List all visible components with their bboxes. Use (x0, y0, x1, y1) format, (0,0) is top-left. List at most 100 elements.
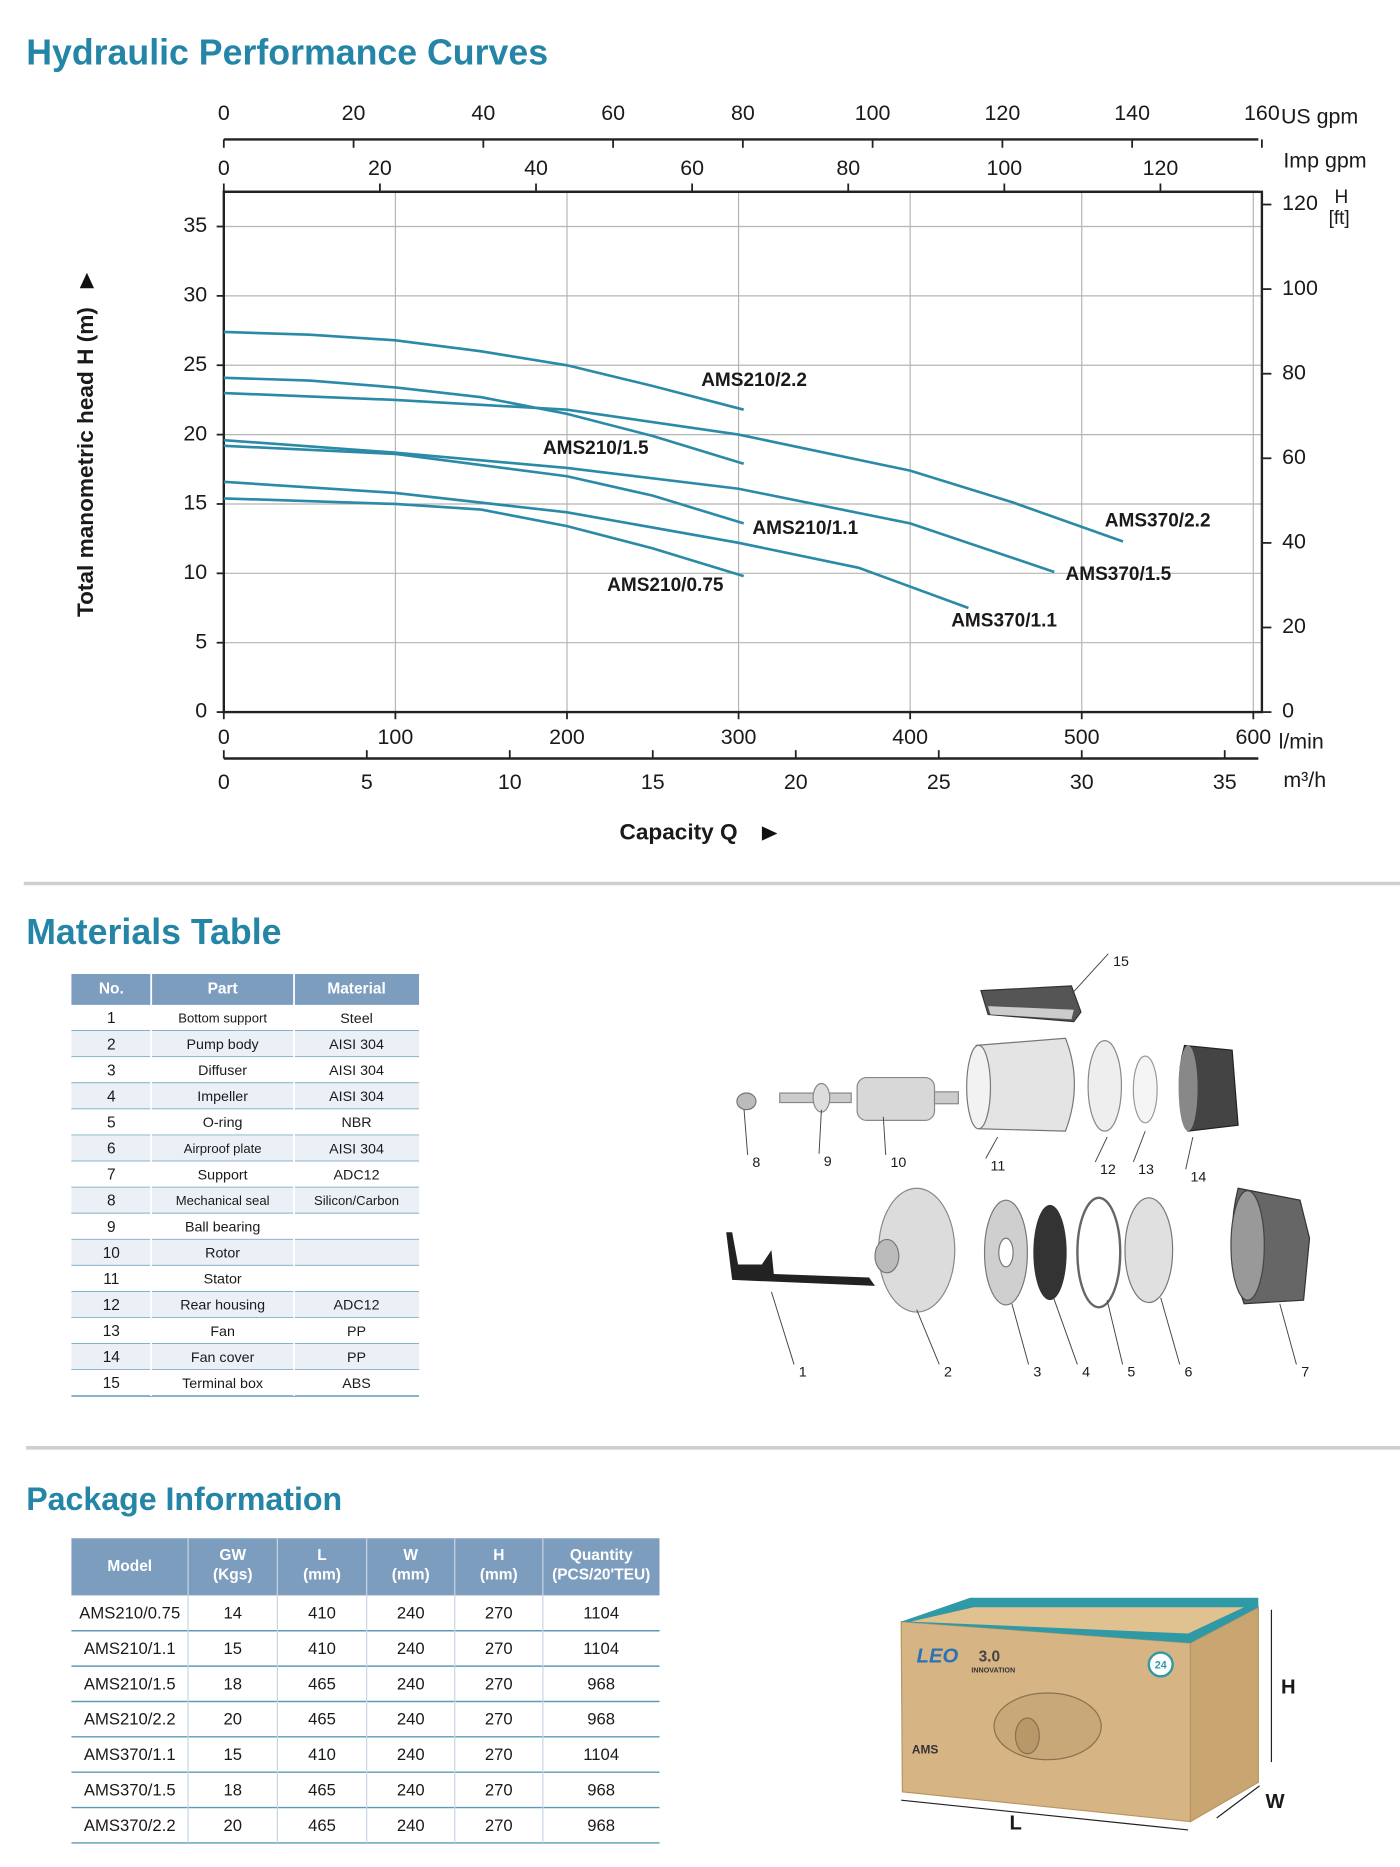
x-tick-label: 0 (218, 725, 230, 749)
curve-label: AMS370/1.5 (1065, 564, 1171, 585)
callout-number: 14 (1190, 1169, 1206, 1185)
y-tick-label: 15 (183, 491, 207, 515)
axis-tick-label: 60 (601, 101, 625, 125)
axis-tick-label: 30 (1070, 770, 1094, 794)
table-cell: 18 (223, 1780, 242, 1799)
table-cell: AMS370/2.2 (84, 1816, 176, 1835)
table-cell: AMS210/2.2 (84, 1710, 176, 1729)
table-cell: 6 (107, 1141, 116, 1158)
section-title: Hydraulic Performance Curves (26, 32, 548, 72)
curve-label: AMS370/2.2 (1105, 511, 1211, 532)
axis-tick-label: 100 (1282, 276, 1318, 300)
table-cell: AISI 304 (329, 1037, 384, 1053)
table-cell: Mechanical seal (176, 1193, 270, 1208)
callout-number: 3 (1033, 1365, 1041, 1381)
leader-line (882, 1116, 887, 1155)
table-cell: Rotor (205, 1246, 240, 1262)
table-cell: 1 (107, 1010, 116, 1027)
table-cell: AISI 304 (329, 1089, 384, 1105)
axis-tick-label: 120 (1143, 156, 1179, 180)
box-side (1189, 1606, 1259, 1823)
axis-tick-label: 120 (1282, 191, 1318, 215)
table-cell: Terminal box (182, 1376, 263, 1392)
y-tick-label: 30 (183, 283, 207, 307)
curve (223, 376, 745, 465)
table-row (71, 1004, 420, 1031)
table-cell: 14 (223, 1604, 242, 1623)
axis-tick-label: 80 (1282, 360, 1306, 384)
callout-number: 11 (990, 1159, 1005, 1175)
table-cell: 270 (485, 1710, 513, 1729)
table-cell: 240 (397, 1816, 425, 1835)
callout-number: 8 (752, 1155, 760, 1171)
stator-part (966, 1044, 992, 1130)
table-cell: 8 (107, 1193, 116, 1210)
table-cell: 240 (397, 1780, 425, 1799)
table-cell: 465 (308, 1710, 336, 1729)
column-header: Model (107, 1558, 152, 1575)
box-brand: LEO (917, 1646, 959, 1668)
y-tick-label: 10 (183, 560, 207, 584)
axis-tick-label: 35 (1213, 770, 1237, 794)
callout-number: 6 (1185, 1365, 1193, 1381)
axis-arrow (761, 826, 778, 841)
table-cell: 15 (103, 1375, 120, 1392)
table-row (71, 1083, 420, 1110)
table-cell: Support (198, 1167, 248, 1183)
table-cell: 270 (485, 1639, 513, 1658)
callout-number: 15 (1113, 954, 1129, 970)
box-top (910, 1607, 1245, 1634)
callout-number: 9 (824, 1154, 832, 1170)
leader-line (818, 1109, 822, 1154)
table-row (71, 1239, 420, 1266)
y-tick-label: 35 (183, 213, 207, 237)
housing-part (1087, 1040, 1123, 1132)
axis-unit: H (1335, 187, 1349, 208)
column-header: (PCS/20'TEU) (552, 1566, 650, 1583)
column-header: H (493, 1547, 504, 1564)
box-badge (1147, 1651, 1174, 1678)
table-row (71, 1265, 420, 1292)
table-cell: 10 (103, 1245, 120, 1262)
impeller-part (1033, 1204, 1067, 1301)
table-cell: Fan (210, 1324, 235, 1340)
table-cell: 240 (397, 1674, 425, 1693)
shaft-part (933, 1091, 959, 1105)
x-tick-label: 600 (1235, 725, 1271, 749)
table-header (71, 973, 420, 1005)
table-row (71, 1369, 420, 1396)
axis-tick-label: 100 (986, 156, 1022, 180)
table-cell: 20 (223, 1816, 242, 1835)
curve-label: AMS210/2.2 (701, 370, 807, 391)
table-cell: 410 (308, 1745, 336, 1764)
dimension-label: W (1265, 1791, 1285, 1813)
column-header: (mm) (480, 1566, 518, 1583)
callout-number: 13 (1138, 1162, 1154, 1178)
table-cell: Stator (204, 1272, 242, 1288)
table-row (71, 1057, 420, 1084)
table-cell: 2 (107, 1036, 116, 1053)
table-cell: NBR (341, 1115, 371, 1131)
callout-number: 5 (1127, 1365, 1135, 1381)
axis-tick-label: 40 (1282, 530, 1306, 554)
y-axis-title: Total manometric head H (m) (73, 307, 98, 617)
axis-tick-label: 20 (368, 156, 392, 180)
table-row (71, 1187, 420, 1214)
table-cell: 270 (485, 1745, 513, 1764)
column-header: GW (219, 1547, 246, 1564)
x-axis-title: Capacity Q (620, 819, 738, 844)
table-cell: 9 (107, 1219, 116, 1236)
axis-tick-label: 25 (927, 770, 951, 794)
bearing-part (812, 1082, 831, 1113)
axis-unit: m³/h (1283, 768, 1326, 792)
table-row (71, 1135, 420, 1162)
table-cell: Steel (340, 1011, 373, 1027)
callout-number: 12 (1100, 1162, 1116, 1178)
leader-line (1106, 1300, 1124, 1365)
axis-tick-label: 40 (471, 101, 495, 125)
axis-tick-label: 10 (498, 770, 522, 794)
table-cell: 240 (397, 1710, 425, 1729)
x-tick-label: 100 (378, 725, 414, 749)
x-tick-label: 300 (721, 725, 757, 749)
